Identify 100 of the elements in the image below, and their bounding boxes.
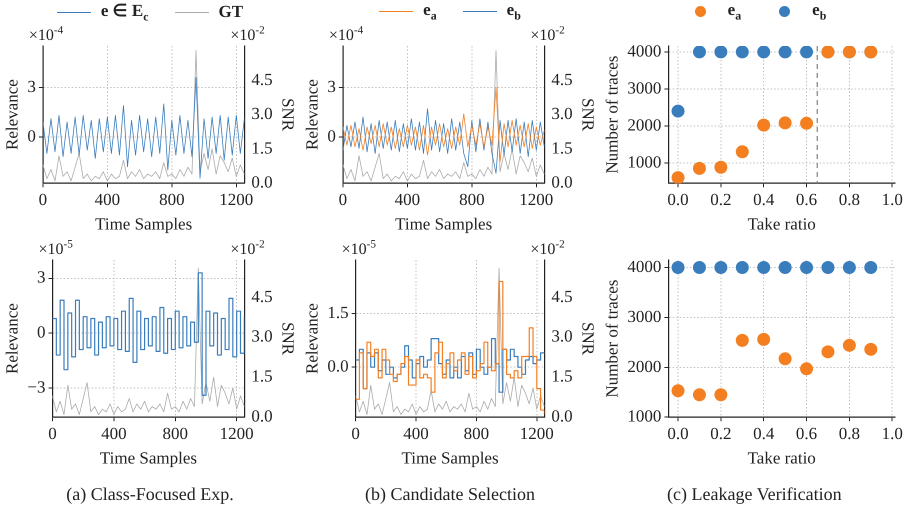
x-tick-label: 1.0 <box>882 190 903 209</box>
point <box>736 145 749 158</box>
text: (a) Class-Focused Exp. <box>66 484 234 504</box>
text: (b) Candidate Selection <box>365 484 535 504</box>
x-tick-label: 1200 <box>520 424 554 443</box>
y2-tick-label: 3.0 <box>551 326 573 346</box>
x-tick-label: 0.4 <box>753 424 775 443</box>
y-tick-label: 3 <box>36 268 46 287</box>
y2-tick-label: 4.5 <box>251 286 273 306</box>
point <box>757 46 770 58</box>
x-tick-label: 0.2 <box>710 190 732 209</box>
y2-tick-label: 1.5 <box>551 366 573 386</box>
x-tick-label: 0.8 <box>838 424 860 443</box>
y2-tick-label: 1.5 <box>251 138 273 158</box>
x-tick-label: 400 <box>94 190 120 209</box>
point <box>714 46 728 58</box>
point <box>778 260 792 274</box>
y2-tick-label: 3.0 <box>251 104 273 124</box>
y-tick-label: 0 <box>327 126 336 146</box>
x-tick-label: 800 <box>464 424 490 443</box>
y2-axis-title: SNR <box>578 322 598 356</box>
x-tick-label: 1200 <box>220 424 254 443</box>
x-axis-title: Time Samples <box>100 448 197 468</box>
y-axis-title: Number of traces <box>602 56 622 174</box>
x-tick-label: 400 <box>403 424 429 443</box>
y-tick-label: 0 <box>36 322 46 342</box>
y-tick-label: 3 <box>27 76 36 96</box>
x-tick-label: 800 <box>162 424 188 443</box>
point <box>757 260 770 274</box>
y-axis-title: Relevance <box>2 79 22 150</box>
point <box>778 352 792 366</box>
y2-tick-label: 1.5 <box>251 366 273 386</box>
y-tick-label: 2000 <box>627 115 662 134</box>
x-tick-label: 0.8 <box>838 190 860 209</box>
y2-tick-label: 4.5 <box>551 70 573 89</box>
point <box>842 260 856 274</box>
y2-tick-label: 0.0 <box>551 406 573 426</box>
y-axis-title: Relevance <box>2 303 22 374</box>
x-axis-title: Take ratio <box>748 214 816 234</box>
y-axis-title: Number of traces <box>602 280 622 398</box>
y-axis-title: Relevance <box>302 79 322 150</box>
legend-label: e$_{a}$ <box>728 0 742 24</box>
y-tick-label: 3 <box>327 76 336 96</box>
x-tick-label: 800 <box>159 190 185 209</box>
y-tick-label: 4000 <box>627 256 662 276</box>
point <box>714 260 728 274</box>
point <box>821 345 834 358</box>
x-tick-label: 1200 <box>219 190 254 209</box>
legend-label: e$_{b}$ <box>506 0 521 24</box>
x-axis-title: Time Samples <box>395 214 492 234</box>
x-tick-label: 0.0 <box>667 424 689 443</box>
x-tick-label: 1200 <box>519 190 554 209</box>
point <box>821 260 834 274</box>
point <box>800 116 814 130</box>
y2-tick-label: 3.0 <box>551 104 573 124</box>
y2-axis-title: SNR <box>578 98 598 132</box>
legend-label: e$_{b}$ <box>812 0 826 24</box>
point <box>864 260 878 274</box>
legend-label: e ∈ E$_{c}$ <box>100 0 149 24</box>
y-tick-label: 1000 <box>627 152 662 172</box>
point <box>800 260 814 274</box>
x-tick-label: 0.0 <box>667 190 689 209</box>
point <box>692 260 706 274</box>
point <box>757 332 770 346</box>
point <box>672 384 685 398</box>
x-axis-title: Take ratio <box>748 448 816 468</box>
y2-axis-title: SNR <box>278 98 298 132</box>
x-tick-label: 400 <box>101 424 127 443</box>
y2-tick-label: 0.0 <box>251 406 273 426</box>
x-tick-label: 0.6 <box>796 190 818 209</box>
point <box>736 260 749 274</box>
y2-tick-label: 1.5 <box>551 138 573 158</box>
y-tick-label: 1.5 <box>327 303 349 322</box>
y-tick-label: 2000 <box>627 356 662 376</box>
point <box>736 334 749 347</box>
point <box>714 160 728 174</box>
y2-tick-label: 4.5 <box>551 286 573 306</box>
x-tick-label: 0.2 <box>710 424 732 443</box>
y2-tick-label: 0.0 <box>551 172 573 192</box>
legend-label: e$_{a}$ <box>423 0 437 24</box>
y-axis-title: Relevance <box>302 303 322 374</box>
y2-tick-label: 3.0 <box>251 326 273 346</box>
legend-label: GT <box>218 2 244 22</box>
y-tick-label: 1000 <box>627 406 662 426</box>
point <box>672 171 685 184</box>
point <box>800 46 814 58</box>
y2-axis-title: SNR <box>278 322 298 356</box>
point <box>714 388 728 402</box>
text: (c) Leakage Verification <box>667 484 842 504</box>
x-tick-label: 800 <box>459 190 485 209</box>
x-tick-label: 1.0 <box>882 424 903 443</box>
x-axis-title: Time Samples <box>95 214 192 234</box>
point <box>800 362 814 376</box>
y-tick-label: 0 <box>27 126 36 146</box>
x-axis-title: Time Samples <box>401 448 499 468</box>
x-tick-label: 0.4 <box>753 190 775 209</box>
point <box>757 118 770 132</box>
y2-tick-label: 0.0 <box>251 172 273 192</box>
y-tick-label: −3 <box>27 377 46 396</box>
y-tick-label: 3000 <box>627 78 662 98</box>
